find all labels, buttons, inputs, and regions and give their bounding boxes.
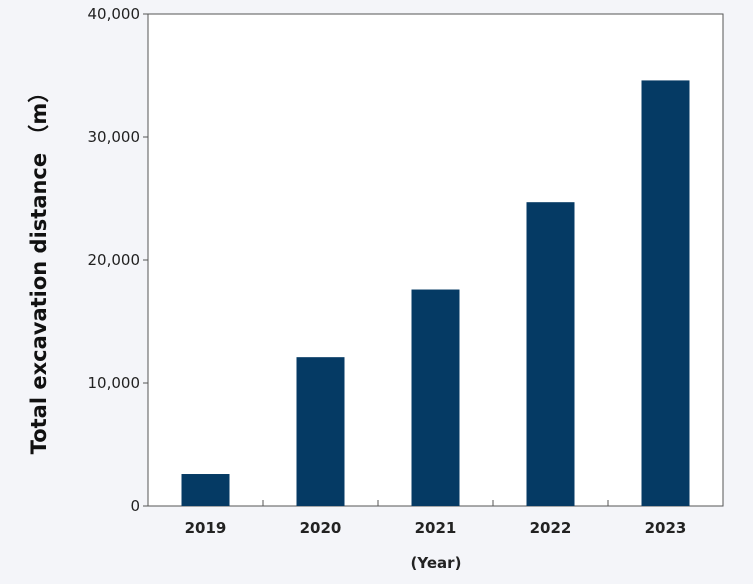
y-tick-label-0: 0	[130, 497, 140, 515]
y-tick-label-30000: 30,000	[88, 128, 141, 146]
bar-2019	[181, 474, 230, 506]
y-axis-title: Total excavation distance （m）	[27, 82, 51, 455]
bars	[181, 80, 690, 507]
x-tick-label-2022: 2022	[530, 519, 572, 537]
bar-2023	[641, 80, 690, 507]
bar-2021	[411, 289, 460, 506]
x-tick-label-2019: 2019	[185, 519, 227, 537]
x-axis-ticks	[262, 500, 609, 506]
bar-2020	[296, 357, 345, 506]
y-tick-labels: 0 10,000 20,000 30,000 40,000	[88, 5, 141, 515]
x-axis-title: (Year)	[411, 554, 462, 572]
x-tick-labels: 2019 2020 2021 2022 2023	[185, 519, 687, 537]
bar-2022	[526, 202, 575, 506]
x-tick-label-2021: 2021	[415, 519, 457, 537]
x-tick-label-2023: 2023	[645, 519, 687, 537]
y-tick-label-20000: 20,000	[88, 251, 141, 269]
x-tick-label-2020: 2020	[300, 519, 342, 537]
y-tick-label-40000: 40,000	[88, 5, 141, 23]
y-tick-label-10000: 10,000	[88, 374, 141, 392]
y-axis-ticks	[143, 13, 148, 507]
